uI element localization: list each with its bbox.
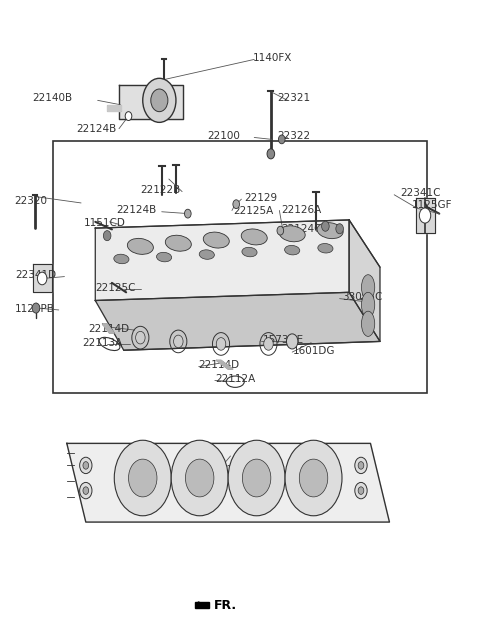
Text: 22320: 22320 [14,196,48,206]
Circle shape [114,440,171,516]
Ellipse shape [361,311,375,337]
Polygon shape [119,84,183,119]
Text: 22124C: 22124C [281,224,322,234]
Circle shape [32,303,40,313]
Ellipse shape [156,252,172,262]
Polygon shape [107,105,121,111]
Text: 22125A: 22125A [233,206,273,216]
Text: FR.: FR. [214,599,237,612]
Polygon shape [96,292,380,351]
Circle shape [267,149,275,159]
Circle shape [151,89,168,112]
Text: 1151CD: 1151CD [84,218,125,228]
Ellipse shape [361,292,375,318]
Text: 22341C: 22341C [400,189,441,199]
Ellipse shape [127,238,154,255]
Text: 1140FX: 1140FX [253,53,293,63]
Text: 1125GF: 1125GF [412,201,452,210]
Circle shape [355,457,367,474]
Polygon shape [216,360,233,369]
Ellipse shape [203,232,229,248]
Ellipse shape [317,223,343,239]
Text: 1601DG: 1601DG [293,346,336,356]
Bar [53,141,427,393]
Circle shape [171,440,228,516]
Circle shape [277,226,284,235]
Circle shape [184,210,191,218]
Text: 22124B: 22124B [117,206,157,215]
Circle shape [37,272,47,284]
Text: 22140B: 22140B [33,93,73,104]
Circle shape [136,331,145,344]
Text: 1573GE: 1573GE [263,335,304,345]
Polygon shape [416,198,434,232]
Circle shape [228,440,285,516]
Text: 22114D: 22114D [199,360,240,370]
Ellipse shape [285,245,300,255]
Text: 22114D: 22114D [88,324,129,334]
Circle shape [83,487,89,495]
Circle shape [83,462,89,469]
Text: 22322: 22322 [277,131,310,141]
Circle shape [216,338,226,351]
Text: 22124B: 22124B [76,124,117,133]
Polygon shape [102,324,114,333]
Text: 33095C: 33095C [342,292,383,302]
Ellipse shape [199,250,215,259]
Polygon shape [195,602,209,608]
Text: 22100: 22100 [207,131,240,141]
Ellipse shape [361,275,375,300]
Circle shape [233,200,240,209]
Circle shape [358,487,364,495]
Circle shape [129,459,157,497]
Ellipse shape [318,243,333,253]
Text: 22341D: 22341D [15,270,57,279]
Text: 22311: 22311 [220,465,253,476]
Circle shape [264,338,273,351]
Circle shape [174,335,183,348]
Text: 22112A: 22112A [216,374,255,384]
Ellipse shape [242,247,257,257]
Text: 22125C: 22125C [96,283,136,293]
Circle shape [285,440,342,516]
Ellipse shape [165,235,192,251]
Text: 22113A: 22113A [83,338,123,348]
Polygon shape [349,220,380,342]
Circle shape [355,483,367,498]
Text: 22122B: 22122B [140,185,180,196]
Circle shape [80,457,92,474]
Circle shape [358,462,364,469]
Text: 22126A: 22126A [281,205,322,215]
Circle shape [242,459,271,497]
Ellipse shape [114,254,129,264]
Circle shape [103,231,111,241]
Circle shape [300,459,328,497]
Circle shape [287,334,298,349]
Circle shape [420,208,431,223]
Circle shape [143,78,176,123]
Circle shape [278,135,285,144]
Circle shape [322,221,329,231]
Polygon shape [33,264,52,292]
Circle shape [80,483,92,498]
Polygon shape [96,220,349,300]
Polygon shape [67,443,389,522]
Circle shape [125,112,132,121]
Circle shape [336,224,343,234]
Ellipse shape [241,229,267,245]
Text: 22129: 22129 [245,193,278,203]
Ellipse shape [279,226,305,242]
Circle shape [185,459,214,497]
Text: 22321: 22321 [277,93,310,104]
Text: 1123PB: 1123PB [14,304,55,314]
